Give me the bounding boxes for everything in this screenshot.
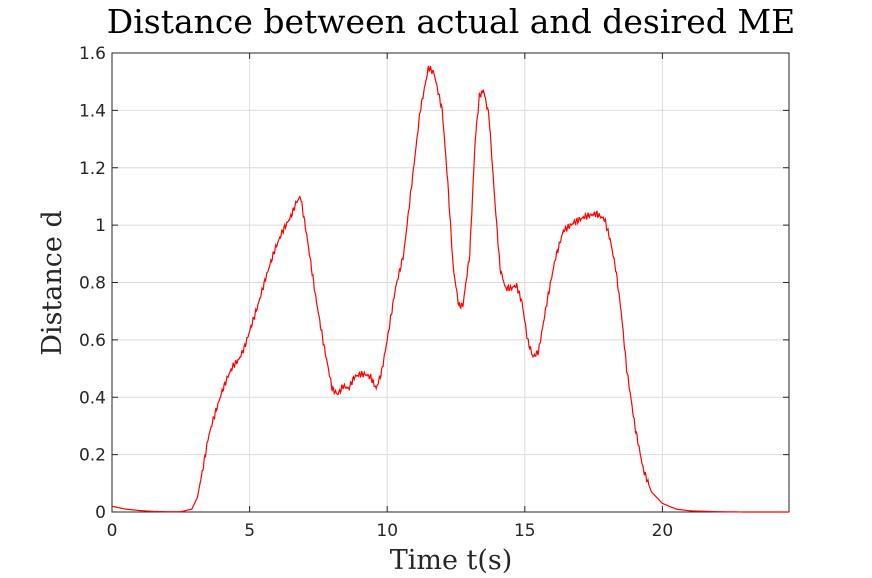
y-tick-label: 0.8 [79,274,106,294]
y-tick-label: 0 [95,503,106,523]
y-tick-label: 1.4 [79,101,106,121]
x-tick-label: 10 [376,521,398,541]
chart-title: Distance between actual and desired ME [107,2,795,41]
axis-ticks: 0 5 10 15 20 0 0.2 0.4 0.6 0.8 1 1.2 1.4 1.6 [79,44,789,541]
y-tick-label: 1.2 [79,159,106,179]
y-tick-label: 1 [95,216,106,236]
x-axis-label: Time t(s) [390,545,513,576]
y-tick-label: 1.6 [79,44,106,64]
y-tick-label: 0.6 [79,331,106,351]
x-tick-label: 5 [244,521,255,541]
grid [111,52,789,513]
x-tick-label: 20 [652,521,674,541]
y-tick-label: 0.2 [79,446,106,466]
x-tick-label: 0 [107,521,118,541]
series-line [111,65,789,513]
series-layer [111,65,789,513]
y-tick-label: 0.4 [79,388,106,408]
y-axis-label: Distance d [37,210,68,355]
x-tick-label: 15 [514,521,536,541]
